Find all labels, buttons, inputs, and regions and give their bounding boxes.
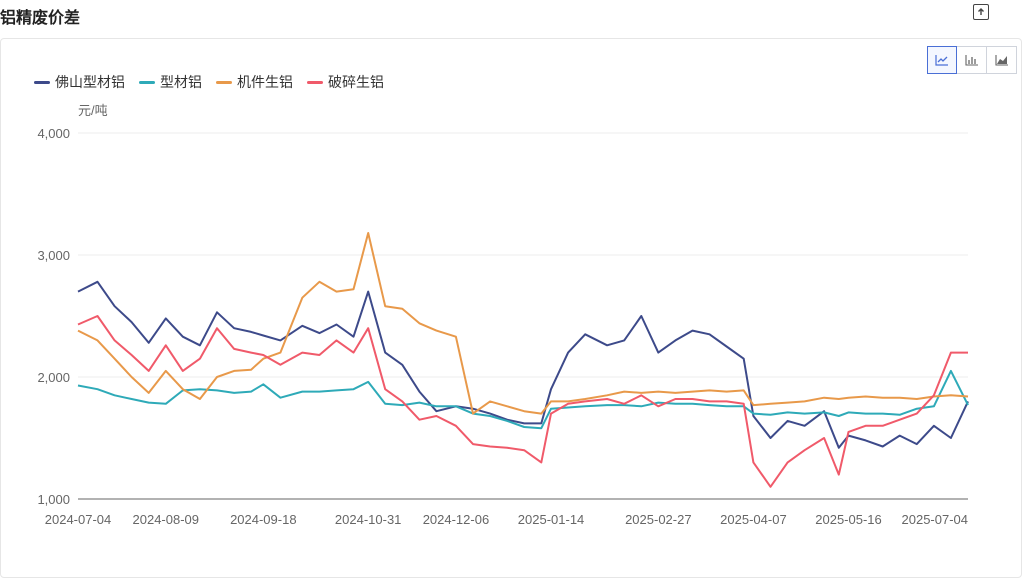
export-button[interactable] [973,4,989,20]
legend-item-profile[interactable]: 型材铝 [139,72,202,92]
x-tick-label: 2024-10-31 [335,512,402,527]
export-icon [978,8,984,15]
series-line [77,369,969,430]
x-tick-label: 2025-05-16 [815,512,882,527]
x-tick-label: 2025-07-04 [902,512,969,527]
x-tick-label: 2024-12-06 [423,512,490,527]
area-chart-button[interactable] [987,46,1017,74]
bar-chart-button[interactable] [957,46,987,74]
bar-chart-icon [964,55,978,66]
x-tick-label: 2025-04-07 [720,512,787,527]
line-chart-icon [935,55,948,66]
legend-label: 佛山型材铝 [55,74,125,90]
area-chart-icon [994,55,1008,66]
page-title: 铝精废价差 [0,10,81,27]
x-tick-label: 2024-09-18 [230,512,297,527]
x-tick-label: 2024-07-04 [45,512,112,527]
legend-swatch [34,80,50,84]
chart-legend: 佛山型材铝 型材铝 机件生铝 破碎生铝 [34,72,384,92]
legend-swatch [307,80,323,84]
series-line [77,232,969,415]
chart-type-toolbar [927,46,1017,74]
line-chart-button[interactable] [927,46,957,74]
legend-label: 破碎生铝 [328,74,384,90]
series-line [77,315,968,488]
legend-label: 型材铝 [160,74,202,90]
legend-item-shredded[interactable]: 破碎生铝 [307,72,384,92]
x-tick-label: 2025-01-14 [518,512,585,527]
chart-card [0,38,1022,578]
legend-swatch [216,80,232,84]
y-tick-label: 4,000 [37,126,70,141]
x-tick-label: 2025-02-27 [625,512,692,527]
x-tick-label: 2024-08-09 [133,512,200,527]
y-tick-label: 3,000 [37,248,70,263]
legend-label: 机件生铝 [237,74,293,90]
legend-item-foshan[interactable]: 佛山型材铝 [34,72,125,92]
y-axis-label: 元/吨 [78,103,108,118]
series-line [77,280,969,449]
y-tick-label: 1,000 [37,492,70,507]
legend-item-machine[interactable]: 机件生铝 [216,72,293,92]
legend-swatch [139,80,155,84]
y-tick-label: 2,000 [37,370,70,385]
